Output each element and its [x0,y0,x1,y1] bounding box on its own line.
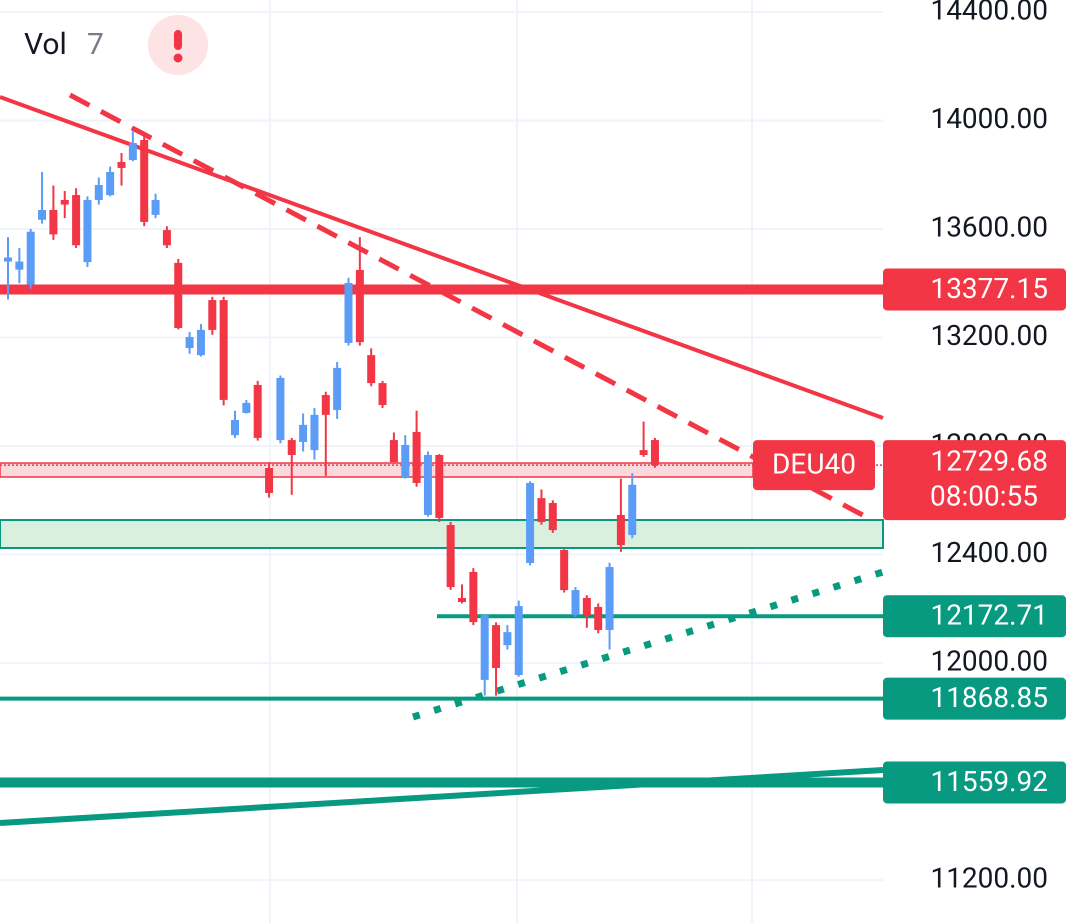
warning-dot [173,53,183,63]
candle-body [196,329,205,356]
y-tick-label: 14400.00 [930,0,1048,26]
candle-body [401,444,410,477]
candle-body [355,269,364,343]
candle-body [208,300,217,330]
candle-body [514,606,523,676]
candle-body [650,440,659,466]
level-label: 13377.15 [930,272,1048,305]
current-price-box [883,440,1066,521]
candle-body [412,431,421,483]
candle-body [378,383,387,406]
candle-body [389,440,398,463]
price-axis: 14400.0014000.0013600.0013200.0012800.00… [753,0,1066,895]
indicator-value: 7 [87,27,104,62]
symbol-label: DEU40 [772,448,856,481]
level-label-box [883,677,1066,720]
y-tick-label: 12000.00 [930,644,1048,677]
candle-body [458,597,466,603]
candle-body [253,384,262,438]
candle-body [321,395,330,415]
y-tick-label: 13200.00 [930,319,1048,352]
candle-body [344,282,353,343]
candle-body [639,450,648,455]
candle-body [94,185,103,200]
candle-body [480,615,489,680]
candle-body [560,549,569,591]
candle-body [446,524,455,588]
y-tick-label: 14000.00 [930,102,1048,135]
candle-body [219,300,228,400]
trend-line-dashed [68,92,874,523]
trend-line-dotted [411,568,885,721]
candle-body [287,440,296,455]
y-tick-label: 13600.00 [930,210,1048,243]
candle-body [299,424,308,442]
symbol-box [753,440,875,491]
candle-body [582,597,591,616]
candle-body [469,571,478,623]
y-tick-label: 11200.00 [930,862,1048,895]
candle-body [628,484,637,536]
warning-bar [174,30,182,50]
candle-body [310,414,319,451]
candle-body [594,606,603,630]
candle-body [140,139,149,222]
candle-body [526,482,535,563]
support-zone [0,519,884,549]
candle-body [83,199,92,263]
candle-body [423,454,432,515]
candle-body [503,632,512,646]
candle-body [435,454,444,518]
candle-body [38,209,47,220]
current-price-label: 12729.68 [930,445,1048,478]
candle-body [537,498,546,523]
trend-line-green [0,767,884,826]
warning-icon[interactable] [148,15,208,75]
candle-body [4,257,12,262]
candle-body [242,402,251,413]
level-label-box [883,761,1066,804]
level-label: 11559.92 [930,765,1048,798]
candle-body [15,261,24,270]
candle-body [26,231,35,285]
candle-body [265,468,274,493]
level-label-box [883,595,1066,638]
indicator-name: Vol [24,27,67,62]
candle-body [616,514,625,546]
candle-body [72,195,81,246]
candle-body [117,161,126,168]
countdown-label: 08:00:55 [930,480,1038,513]
candle-body [605,567,614,630]
grid [0,0,883,923]
candle-body [492,625,501,668]
candle-body [106,172,115,196]
candle-body [162,230,171,246]
level-label-box [883,268,1066,311]
candle-body [174,262,183,329]
y-tick-label: 12400.00 [930,536,1048,569]
candle-body [571,590,580,616]
candles [4,131,659,696]
level-label: 11868.85 [930,681,1048,714]
candle-body [151,199,160,215]
candle-body [333,367,342,410]
candle-body [60,199,69,205]
candle-body [548,503,557,531]
candle-body [276,377,285,441]
candle-body [128,142,137,161]
candle-body [231,419,239,436]
candle-body [49,209,58,235]
candle-body [185,336,194,349]
level-label: 12172.71 [930,599,1048,632]
candle-body [367,355,376,384]
